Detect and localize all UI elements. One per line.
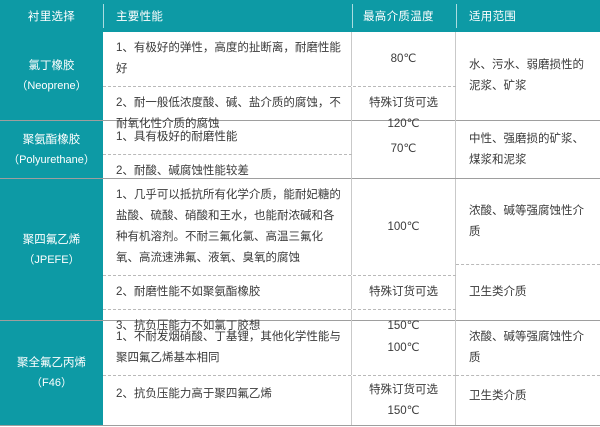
material-name-en: （JPEFE） [23,253,80,266]
temperature-cell: 特殊订货可选 120℃ [352,87,456,141]
material-name-en: （Polyurethane） [8,153,95,166]
material-name-cn: 聚氨酯橡胶 [22,133,81,146]
temperature-cell: 特殊订货可选 [352,276,456,309]
temperature-cell: 特殊订货可选 150℃ [352,376,456,425]
scope-cell: 浓酸、碱等强腐蚀性介质 [469,331,584,364]
table-body: 氯丁橡胶 （Neoprene） 1、有极好的弹性，高度的扯断离，耐磨性能好 80… [0,32,600,427]
performance-cell: 1、具有极好的耐磨性能 [103,121,352,154]
performance-subrow: 2、抗负压能力高于聚四氟乙烯 特殊订货可选 150℃ [103,375,456,425]
temperature-line: 100℃ [387,341,420,354]
temperature-line: 80℃ [390,52,417,65]
table-row: 聚全氟乙丙烯 （F46） 1、不耐发烟硝酸、丁基锂，其他化学性能与聚四氟乙烯基本… [0,321,600,426]
temperature-line: 120℃ [387,118,420,130]
column-header-application-scope: 适用范围 [456,0,600,32]
performance-subrow: 1、不耐发烟硝酸、丁基锂，其他化学性能与聚四氟乙烯基本相同 100℃ [103,321,456,375]
material-cell: 聚四氟乙烯 （JPEFE） [0,179,103,320]
material-name-en: （Neoprene） [16,80,87,92]
table-header-row: 衬里选择 主要性能 最高介质温度 适用范围 [0,0,600,32]
column-header-max-medium-temperature: 最高介质温度 [352,0,456,32]
performance-subrow: 1、具有极好的耐磨性能 [103,121,352,154]
temperature-cell: 70℃ [352,121,456,178]
material-name-cn: 氯丁橡胶 [28,60,75,72]
temperature-line: 特殊订货可选 [369,383,438,396]
performance-subrow: 1、几乎可以抵抗所有化学介质，能耐妃糖的盐酸、硫酸、硝酸和王水，也能耐浓碱和各种… [103,179,456,275]
column-header-main-performance: 主要性能 [103,0,352,32]
material-cell: 聚全氟乙丙烯 （F46） [0,321,103,425]
material-name-cn: 聚全氟乙丙烯 [17,357,86,369]
performance-cell: 2、耐酸、碱腐蚀性能较差 [103,155,352,188]
performance-subrow: 2、耐磨性能不如聚氨酯橡胶 特殊订货可选 [103,275,456,309]
table-row: 聚四氟乙烯 （JPEFE） 1、几乎可以抵抗所有化学介质，能耐妃糖的盐酸、硫酸、… [0,179,600,343]
temperature-cell: 80℃ [352,32,456,86]
performance-cell: 1、有极好的弹性，高度的扯断离，耐磨性能好 [103,32,352,86]
performance-cell: 2、耐磨性能不如聚氨酯橡胶 [103,276,352,309]
column-header-label: 适用范围 [469,11,517,23]
material-cell: 聚氨酯橡胶 （Polyurethane） [0,121,103,178]
column-header-lining-selection: 衬里选择 [0,0,103,32]
column-header-label: 衬里选择 [27,11,76,23]
material-name-cn: 聚四氟乙烯 [22,233,81,246]
temperature-line: 100℃ [387,220,420,233]
table-row: 聚氨酯橡胶 （Polyurethane） 1、具有极好的耐磨性能 2、耐酸、碱腐… [0,121,600,188]
temperature-line: 特殊订货可选 [369,286,438,298]
performance-cell: 2、耐一般低浓度酸、碱、盐介质的腐蚀，不耐氧化性介质的腐蚀 [103,87,352,141]
temperature-line: 150℃ [387,404,420,417]
column-header-label: 主要性能 [116,11,164,23]
scope-cell: 卫生类介质 [456,375,600,425]
material-name-en: （F46） [31,377,72,389]
performance-subrow: 2、耐一般低浓度酸、碱、盐介质的腐蚀，不耐氧化性介质的腐蚀 特殊订货可选 120… [103,86,456,141]
material-cell: 氯丁橡胶 （Neoprene） [0,32,103,120]
temperature-cell: 100℃ [352,179,456,275]
column-header-label: 最高介质温度 [363,11,434,23]
temperature-line: 特殊订货可选 [369,97,438,109]
scope-cell: 水、污水、弱磨损性的泥浆、矿浆 [469,59,584,92]
performance-cell: 1、几乎可以抵抗所有化学介质，能耐妃糖的盐酸、硫酸、硝酸和王水，也能耐浓碱和各种… [103,179,352,275]
performance-subrow: 2、耐酸、碱腐蚀性能较差 [103,154,352,188]
temperature-line: 70℃ [390,143,417,155]
table-row: 氯丁橡胶 （Neoprene） 1、有极好的弹性，高度的扯断离，耐磨性能好 80… [0,32,600,141]
performance-subrow: 1、有极好的弹性，高度的扯断离，耐磨性能好 80℃ [103,32,456,86]
scope-cell: 卫生类介质 [456,264,600,320]
temperature-line: 150℃ [387,320,420,332]
scope-cell: 浓酸、碱等强腐蚀性介质 [469,204,584,238]
scope-cell: 中性、强磨损的矿浆、煤浆和泥浆 [469,132,584,166]
performance-cell: 1、不耐发烟硝酸、丁基锂，其他化学性能与聚四氟乙烯基本相同 [103,321,352,375]
performance-cell: 2、抗负压能力高于聚四氟乙烯 [103,376,352,425]
temperature-cell: 100℃ [352,321,456,375]
